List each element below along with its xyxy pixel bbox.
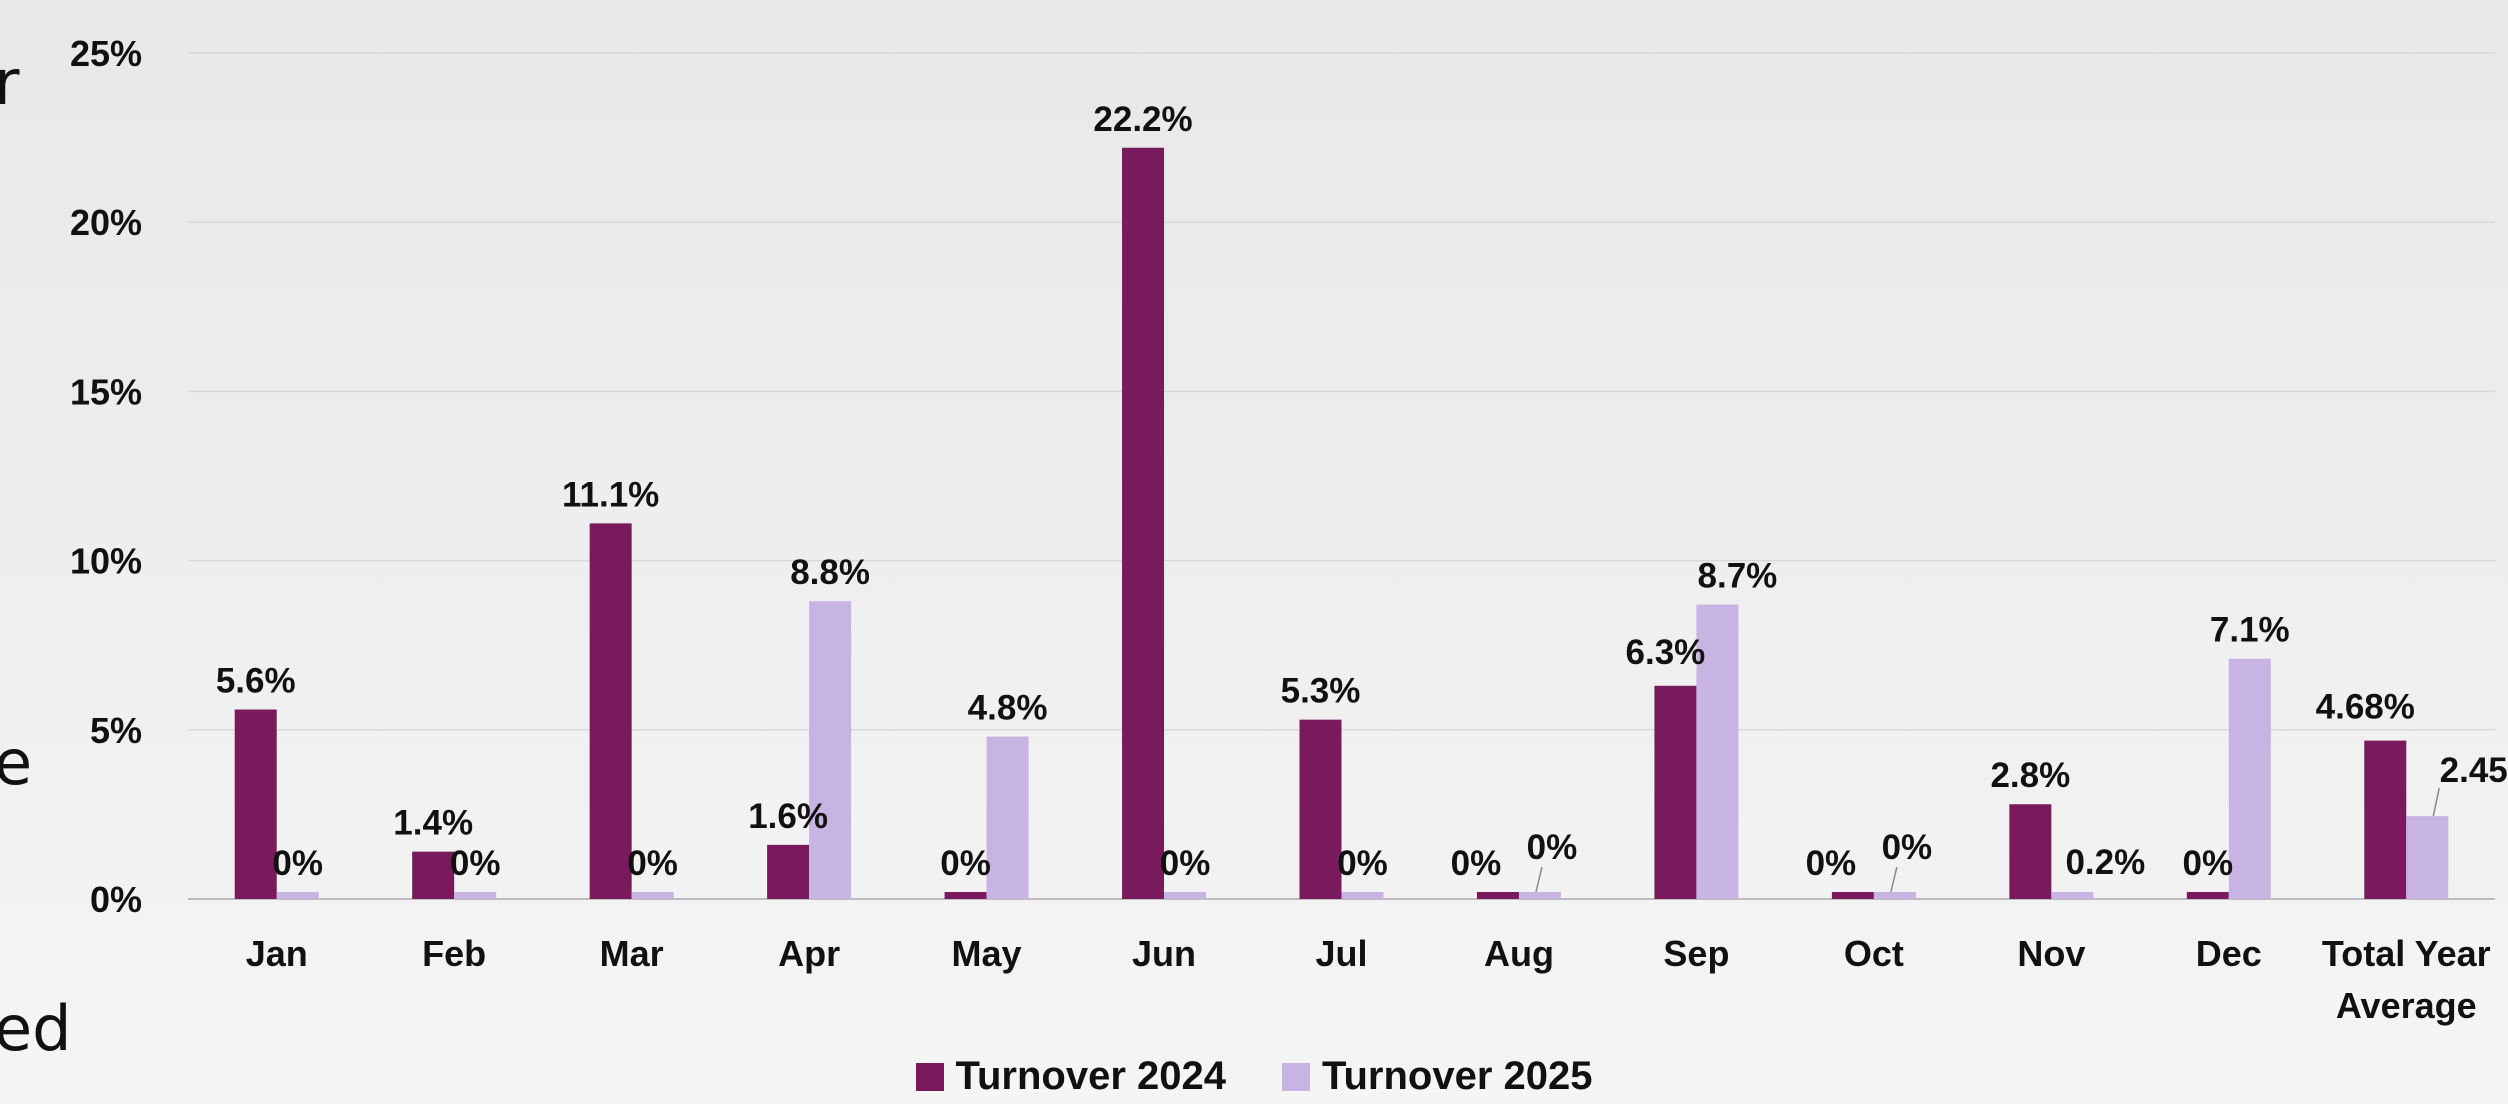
x-tick-label: Aug (1484, 933, 1554, 974)
data-label-2024: 1.6% (748, 797, 828, 836)
y-tick-label: 20% (70, 202, 142, 243)
bar-2025 (1518, 892, 1561, 899)
legend-item-2024: Turnover 2024 (915, 1054, 1227, 1099)
data-label-2025: 0% (1882, 828, 1933, 867)
data-label-2025: 8.7% (1698, 557, 1778, 596)
y-tick-label: 25% (70, 33, 142, 74)
x-tick-label: May (952, 933, 1022, 974)
bar-2025 (2228, 658, 2271, 899)
data-label-2025: 7.1% (2210, 611, 2290, 650)
label-leader-line (1890, 866, 1898, 893)
bar-2024 (1831, 892, 1874, 899)
data-label-2025: 0% (1337, 844, 1388, 883)
bar-2024 (1654, 685, 1697, 899)
bar-2025 (454, 892, 497, 899)
bar-2024 (1299, 719, 1342, 899)
bar-2024 (1122, 147, 1165, 899)
data-label-2025: 0.2% (2065, 843, 2145, 882)
data-label-2024: 0% (1451, 844, 1502, 883)
bar-2025 (1164, 892, 1207, 899)
bar-2024 (2009, 804, 2052, 899)
data-label-2024: 0% (940, 844, 991, 883)
bar-2024 (234, 709, 277, 899)
bar-2025 (2051, 892, 2094, 899)
data-label-2024: 22.2% (1093, 100, 1192, 139)
data-label-2024: 11.1% (562, 475, 659, 514)
bar-2025 (276, 892, 319, 899)
clipped-text-top: r (0, 46, 20, 119)
data-label-2025: 0% (1527, 828, 1578, 867)
data-label-2025: 0% (272, 844, 323, 883)
bar-2025 (986, 736, 1029, 899)
bar-2024 (767, 844, 810, 899)
data-label-2024: 1.4% (393, 804, 473, 843)
x-tick-label: Jul (1315, 933, 1367, 974)
bar-2025 (2406, 816, 2449, 899)
label-leader-line (2432, 787, 2441, 817)
data-label-2025: 2.45% (2440, 751, 2508, 790)
label-leader-line (1535, 866, 1543, 893)
bar-2025 (1873, 892, 1916, 899)
legend-swatch-2025 (1282, 1062, 1310, 1091)
bar-2024 (944, 892, 987, 899)
x-axis: Jan Feb Mar Apr May Jun Jul Aug Sep Oct Nov Dec Tota… (246, 933, 2491, 1026)
x-tick-label: Nov (2017, 933, 2085, 974)
y-tick-label: 10% (70, 541, 142, 582)
y-axis: 0% 5% 10% 15% 20% 25% (70, 33, 142, 920)
bar-2025 (1696, 604, 1739, 899)
x-tick-label: Mar (600, 933, 664, 974)
bar-2024 (589, 523, 632, 899)
x-tick-label: Total Year (2322, 933, 2491, 974)
y-tick-label: 15% (70, 371, 142, 412)
data-label-2024: 0% (2183, 844, 2234, 883)
y-tick-label: 5% (90, 710, 142, 751)
x-tick-label: Jun (1132, 933, 1196, 974)
data-label-2025: 0% (450, 844, 501, 883)
data-label-2025: 0% (627, 844, 678, 883)
data-label-2025: 0% (1160, 844, 1211, 883)
data-label-2024: 4.68% (2316, 688, 2415, 727)
clipped-text-middle: e (0, 726, 33, 799)
bar-2025 (631, 892, 674, 899)
legend-item-2025: Turnover 2025 (1282, 1054, 1593, 1099)
bars (234, 147, 2449, 899)
bar-2025 (1341, 892, 1384, 899)
x-tick-label: Feb (422, 933, 486, 974)
clipped-text-bottom: ed (0, 992, 72, 1065)
bar-2024 (1476, 892, 1519, 899)
data-label-2024: 5.3% (1281, 672, 1361, 711)
bar-2024 (412, 851, 455, 899)
data-label-2024: 0% (1806, 844, 1857, 883)
x-tick-label: Sep (1663, 933, 1729, 974)
bar-chart: 0%5%10%15%20%25% 5.6%0%1.4%0%11.1%0%1.6%… (70, 33, 2508, 1026)
x-tick-label: Jan (246, 933, 308, 974)
legend-label-2025: Turnover 2025 (1322, 1054, 1593, 1098)
data-labels: 5.6%0%1.4%0%11.1%0%1.6%8.8%0%4.8%22.2%0%… (216, 100, 2508, 883)
x-tick-label: Apr (778, 933, 840, 974)
x-tick-label: Oct (1844, 933, 1904, 974)
data-label-2025: 4.8% (968, 689, 1048, 728)
label-leader-lines (1535, 787, 2441, 893)
legend-label-2024: Turnover 2024 (955, 1054, 1227, 1098)
data-label-2024: 5.6% (216, 661, 296, 700)
x-tick-label: Average (2336, 985, 2477, 1026)
x-tick-label: Dec (2196, 933, 2262, 974)
bar-2024 (2186, 892, 2229, 899)
gridlines (188, 52, 2495, 900)
y-tick-label: 0% (90, 879, 142, 920)
data-label-2024: 2.8% (1990, 756, 2070, 795)
data-label-2024: 6.3% (1626, 633, 1706, 672)
bar-2025 (809, 601, 852, 899)
legend: Turnover 2024 Turnover 2025 (0, 1054, 2508, 1099)
data-label-2025: 8.8% (790, 553, 870, 592)
legend-swatch-2024 (915, 1062, 944, 1091)
bar-2024 (2364, 740, 2407, 899)
